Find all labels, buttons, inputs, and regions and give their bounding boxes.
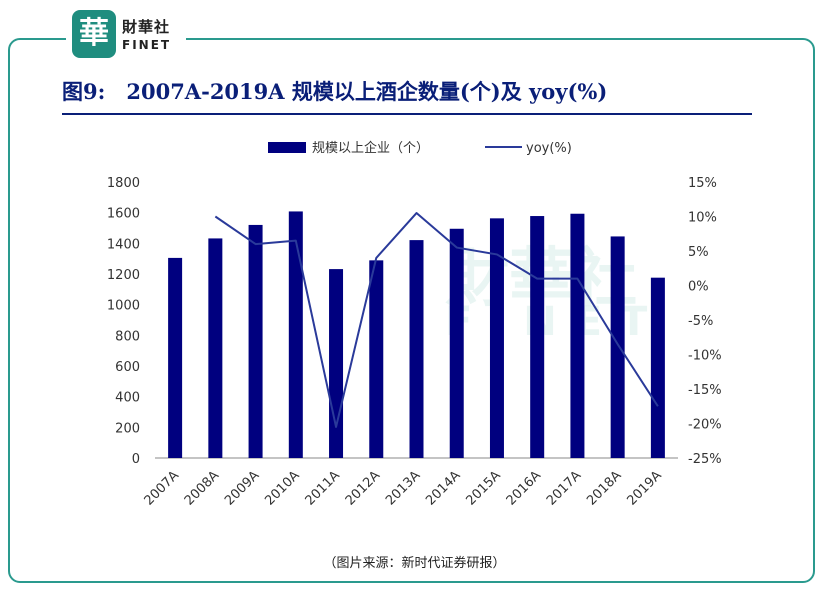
legend-line-label: yoy(%) (526, 141, 572, 156)
y-right-tick-label: -5% (688, 314, 713, 329)
y-right-tick-label: 15% (688, 176, 717, 191)
y-right-tick-label: 10% (688, 211, 717, 226)
yoy-line (214, 212, 659, 428)
chart-frame (8, 38, 815, 583)
x-tick-label: 2009A (222, 468, 262, 508)
y-right-tick-label: 0% (688, 280, 709, 295)
bar-series (168, 211, 665, 458)
bar (329, 269, 344, 458)
legend-bar-swatch (268, 142, 306, 153)
x-tick-label: 2018A (584, 468, 624, 508)
title-underline (62, 113, 752, 115)
y-right-tick-label: -10% (688, 349, 722, 364)
bar (168, 257, 183, 458)
bar (248, 224, 263, 458)
line-series (214, 212, 659, 428)
x-tick-label: 2019A (624, 468, 664, 508)
x-tick-label: 2010A (262, 468, 302, 508)
y-left-tick-label: 1000 (107, 299, 140, 314)
y-left-tick-label: 800 (115, 329, 140, 344)
legend-bar-label: 规模以上企业（个） (312, 140, 429, 156)
y-left-tick-label: 400 (115, 391, 140, 406)
x-tick-label: 2011A (303, 468, 343, 508)
y-left-tick-label: 600 (115, 360, 140, 375)
y-left-tick-label: 0 (132, 452, 140, 467)
y-right-tick-label: -25% (688, 452, 722, 467)
y-left-tick-label: 200 (115, 421, 140, 436)
watermark: 財華社 FINET (445, 241, 665, 345)
bar (489, 218, 504, 458)
x-tick-label: 2013A (383, 468, 423, 508)
chart-title: 图9: 2007A-2019A 规模以上酒企数量(个)及 yoy(%) (62, 79, 608, 104)
finet-logo: 華 財華社 FINET (66, 6, 186, 62)
x-tick-label: 2016A (504, 468, 544, 508)
y-right-tick-label: 5% (688, 245, 709, 260)
bar (530, 216, 545, 458)
y-right-tick-label: -20% (688, 418, 722, 433)
bar (610, 236, 625, 458)
bar (570, 213, 585, 458)
bar (288, 211, 303, 458)
y-left-tick-label: 1600 (107, 207, 140, 222)
x-tick-label: 2014A (423, 468, 463, 508)
y-left-tick-label: 1200 (107, 268, 140, 283)
logo-english-text: FINET (122, 38, 172, 52)
bar (369, 260, 384, 458)
logo-mark-icon: 華 (72, 10, 116, 58)
logo-chinese-text: 財華社 (122, 18, 171, 36)
y-left-tick-label: 1400 (107, 237, 140, 252)
y-right-tick-label: -15% (688, 383, 722, 398)
legend: 规模以上企业（个） yoy(%) (268, 140, 572, 156)
source-note: （图片来源：新时代证券研报） (323, 556, 506, 571)
x-tick-label: 2012A (343, 468, 383, 508)
watermark-english: FINET (445, 299, 665, 345)
x-tick-label: 2017A (544, 468, 584, 508)
x-tick-label: 2007A (142, 468, 182, 508)
x-tick-label: 2008A (182, 468, 222, 508)
bar (650, 277, 665, 458)
bar (449, 228, 464, 458)
bar (208, 238, 223, 458)
x-tick-label: 2015A (463, 468, 503, 508)
bar (409, 240, 424, 458)
y-left-tick-label: 1800 (107, 176, 140, 191)
